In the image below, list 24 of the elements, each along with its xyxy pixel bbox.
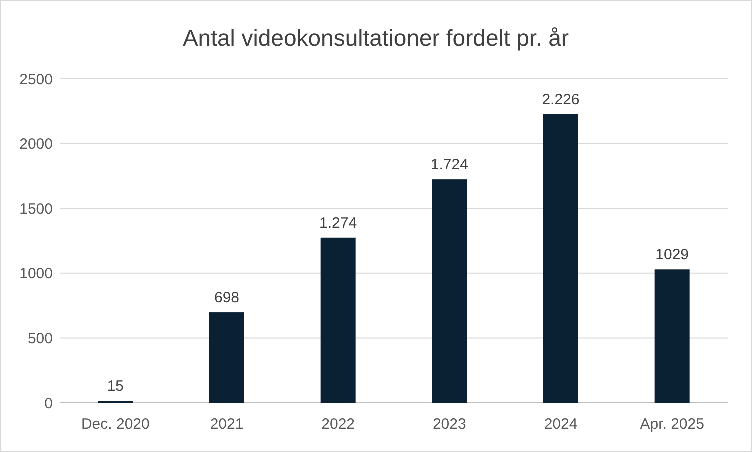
data-label: 2.226 — [542, 92, 580, 109]
x-tick-label: Dec. 2020 — [81, 416, 150, 433]
x-tick-label: 2024 — [544, 416, 578, 433]
bar — [544, 114, 578, 403]
data-label: 1.274 — [320, 214, 358, 232]
data-label: 1029 — [656, 246, 690, 264]
data-label: 1.724 — [430, 156, 468, 174]
x-tick-label: 2022 — [322, 416, 356, 433]
chart-title: Antal videokonsultationer fordelt pr. år — [182, 25, 570, 51]
bar — [654, 270, 690, 403]
x-tick-label: 2023 — [432, 416, 466, 433]
bar — [320, 238, 356, 403]
x-tick-label: 2021 — [210, 416, 244, 433]
y-tick-label: 2000 — [20, 136, 53, 154]
data-label: 698 — [214, 290, 240, 307]
y-tick-label: 0 — [44, 395, 53, 412]
bar — [432, 180, 468, 403]
y-tick-label: 2500 — [20, 71, 53, 88]
y-tick-label: 500 — [28, 330, 53, 348]
y-tick-label: 1000 — [20, 266, 53, 283]
bar — [210, 312, 244, 403]
y-tick-label: 1500 — [20, 200, 53, 218]
data-label: 15 — [107, 378, 124, 396]
x-tick-label: Apr. 2025 — [640, 416, 704, 433]
